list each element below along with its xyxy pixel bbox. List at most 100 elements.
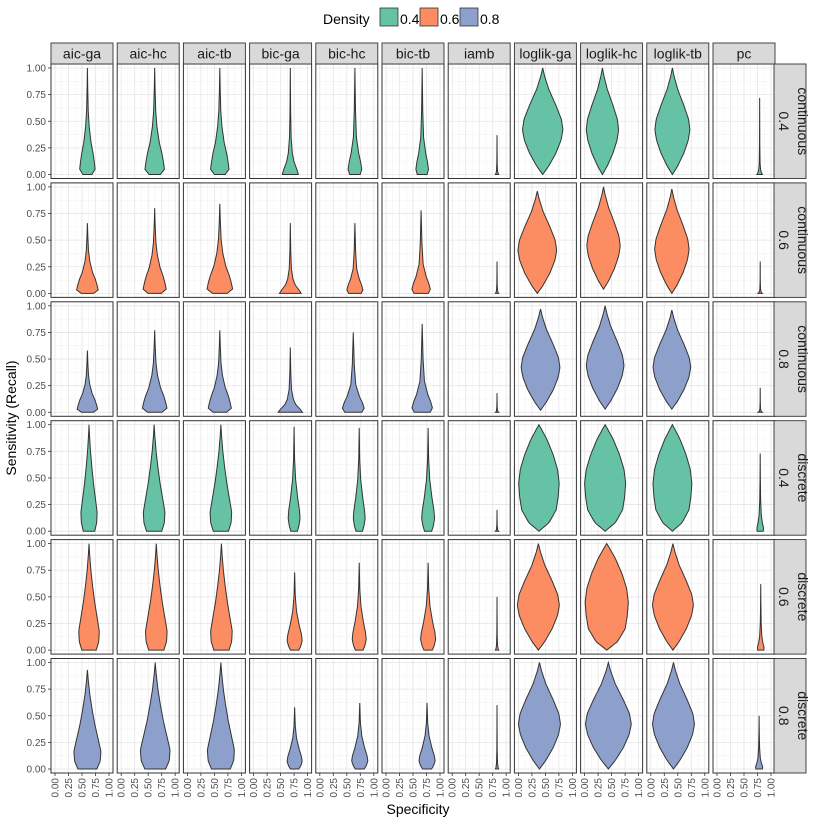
- panel-aic-tb-continuous-0.8: [182, 301, 246, 417]
- x-tick-label: 0.25: [527, 778, 538, 798]
- x-tick-label: 0.25: [594, 778, 605, 798]
- x-tick-label: 1.00: [237, 778, 248, 798]
- violin: [654, 67, 691, 176]
- col-strip-bic-ga: bic-ga: [249, 42, 313, 65]
- panel-aic-hc-discrete-0.8: [116, 658, 180, 774]
- col-strip-label: loglik-ga: [519, 46, 571, 62]
- panel-bic-ga-discrete-0.8: [249, 658, 313, 774]
- y-tick-label: 0.75: [27, 447, 47, 458]
- panel-aic-tb-continuous-0.4: [182, 63, 246, 179]
- panel-bic-ga-continuous-0.4: [249, 63, 313, 179]
- x-tick-label: 0.25: [461, 778, 472, 798]
- svg-text:discrete: discrete: [795, 453, 811, 502]
- col-strip-label: aic-ga: [63, 46, 101, 62]
- violin: [421, 427, 436, 532]
- x-tick-label: 1.00: [568, 778, 579, 798]
- y-tick-label: 0.75: [27, 90, 47, 101]
- row-strip-density: 0.8: [776, 349, 792, 369]
- violin: [287, 426, 301, 532]
- x-tick-label: 0.00: [448, 778, 459, 798]
- y-tick-label: 0.75: [27, 328, 47, 339]
- x-tick-label: 0.00: [382, 778, 393, 798]
- panel-loglik-ga-discrete-0.6: [513, 539, 577, 655]
- violin: [518, 423, 560, 532]
- y-tick-label: 0.25: [27, 143, 47, 154]
- violin: [139, 662, 171, 770]
- col-strip-label: pc: [737, 46, 752, 62]
- legend-item-0.6: 0.6: [419, 7, 460, 27]
- panel-loglik-ga-discrete-0.8: [513, 658, 577, 774]
- violin: [420, 562, 437, 651]
- col-strip-iamb: iamb: [447, 42, 511, 65]
- panel-aic-tb-continuous-0.6: [182, 182, 246, 298]
- x-tick-label: 1.00: [105, 778, 116, 798]
- violin: [73, 669, 102, 770]
- y-tick-label: 0.00: [27, 646, 47, 657]
- violin: [520, 308, 561, 412]
- y-axis-title: Sensitivity (Recall): [3, 360, 19, 475]
- y-tick-label: 0.50: [27, 592, 47, 603]
- x-tick-label: 0.25: [130, 778, 141, 798]
- row-strip-type: discrete: [795, 572, 811, 621]
- x-tick-label: 0.75: [91, 778, 102, 798]
- panel-loglik-tb-discrete-0.4: [646, 420, 710, 536]
- violin: [494, 509, 500, 532]
- panel-aic-ga-discrete-0.6: [50, 539, 114, 655]
- col-strip-bic-hc: bic-hc: [315, 42, 379, 65]
- violin: [144, 67, 165, 175]
- legend-label-0.6: 0.6: [440, 11, 460, 27]
- col-strip-aic-hc: aic-hc: [116, 42, 180, 65]
- panel-aic-tb-discrete-0.4: [182, 420, 246, 536]
- x-tick-label: 0.75: [621, 778, 632, 798]
- x-tick-label: 0.00: [646, 778, 657, 798]
- violin: [654, 188, 690, 295]
- x-tick-label: 0.50: [276, 778, 287, 798]
- legend-item-0.8: 0.8: [459, 7, 500, 27]
- violin: [142, 424, 166, 532]
- panel-bic-tb-discrete-0.8: [381, 658, 445, 774]
- panel-pc-continuous-0.4: [712, 63, 776, 179]
- violin: [411, 323, 433, 413]
- y-tick-label: 1.00: [27, 539, 47, 550]
- legend: Density 0.4 0.6 0.8: [323, 7, 500, 27]
- y-tick-label: 1.00: [27, 301, 47, 312]
- panel-loglik-tb-continuous-0.6: [646, 182, 710, 298]
- y-tick-label: 0.25: [27, 381, 47, 392]
- violin: [352, 427, 366, 532]
- violin: [418, 702, 436, 770]
- panel-aic-ga-discrete-0.8: [50, 658, 114, 774]
- violin: [79, 67, 96, 175]
- panel-bic-ga-continuous-0.6: [249, 182, 313, 298]
- col-strip-loglik-hc: loglik-hc: [580, 42, 644, 65]
- panel-bic-hc-continuous-0.4: [315, 63, 379, 179]
- violin: [756, 97, 764, 175]
- violin: [141, 330, 168, 413]
- x-tick-label: 0.75: [687, 778, 698, 798]
- panel-aic-tb-discrete-0.8: [182, 658, 246, 774]
- x-tick-label: 1.00: [436, 778, 447, 798]
- x-tick-label: 0.25: [64, 778, 75, 798]
- row-strip-density: 0.8: [776, 706, 792, 726]
- panel-loglik-tb-continuous-0.8: [646, 301, 710, 417]
- violin: [351, 562, 367, 651]
- col-strip-aic-ga: aic-ga: [50, 42, 114, 65]
- legend-key-0.6: [419, 7, 439, 27]
- row-strip-density: 0.6: [776, 587, 792, 607]
- violin: [415, 67, 430, 175]
- x-tick-label: 0.75: [422, 778, 433, 798]
- x-tick-label: 0.75: [488, 778, 499, 798]
- col-strip-label: bic-hc: [328, 46, 365, 62]
- x-axis-title: Specificity: [386, 801, 449, 817]
- violin: [286, 707, 303, 770]
- panel-aic-ga-discrete-0.4: [50, 420, 114, 536]
- legend-label-0.4: 0.4: [400, 11, 420, 27]
- panel-iamb-discrete-0.6: [447, 539, 511, 655]
- x-tick-label: 1.00: [369, 778, 380, 798]
- violin: [517, 191, 558, 295]
- legend-title: Density: [323, 11, 370, 27]
- x-tick-label: 0.75: [223, 778, 234, 798]
